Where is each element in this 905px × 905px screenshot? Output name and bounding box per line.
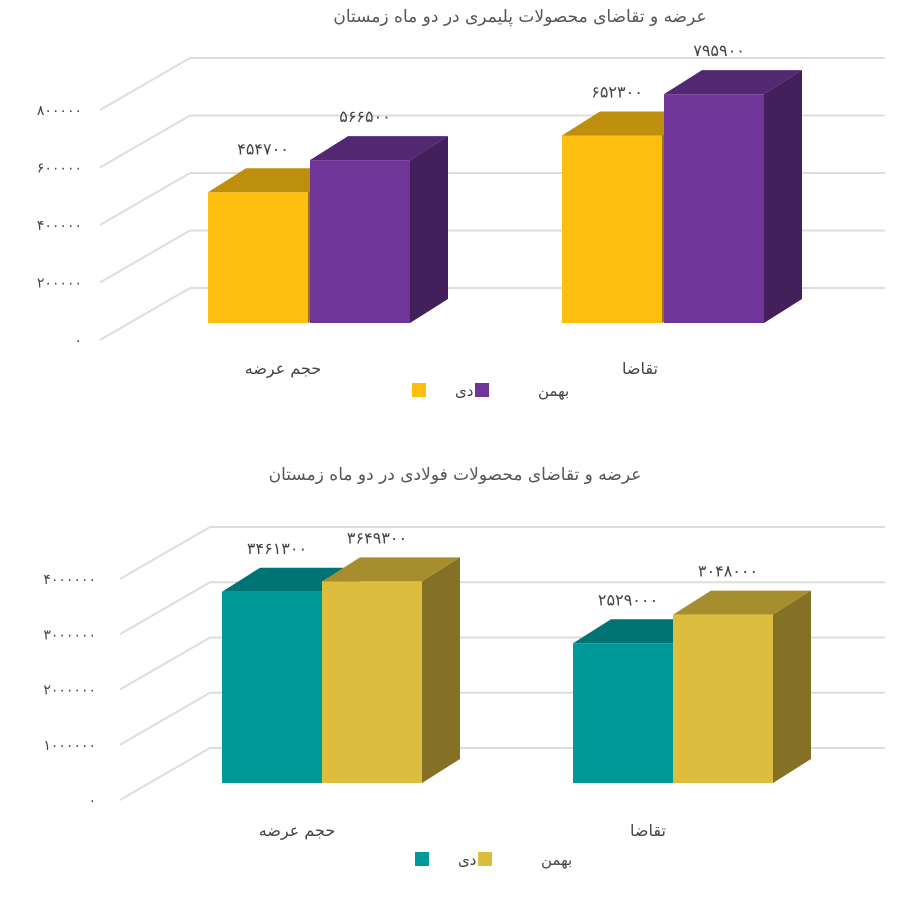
chart-title: عرضه و تقاضای محصولات پلیمری در دو ماه ز… bbox=[333, 7, 706, 27]
legend-swatch bbox=[415, 852, 429, 866]
legend-swatch bbox=[412, 383, 426, 397]
bar-side bbox=[422, 557, 460, 783]
gridline-side bbox=[99, 57, 191, 111]
bar-بهمن-حجم عرضه bbox=[310, 160, 410, 323]
gridline-side bbox=[119, 581, 211, 636]
y-tick-label: ۸۰۰۰۰۰ bbox=[37, 103, 82, 119]
bar-دی-تقاضا bbox=[562, 135, 662, 323]
bar-بهمن-تقاضا bbox=[664, 94, 764, 324]
gridline-side bbox=[99, 287, 191, 341]
gridline-side bbox=[119, 747, 211, 801]
legend-swatch bbox=[478, 852, 492, 866]
gridline-side bbox=[119, 526, 211, 580]
bar-side bbox=[410, 136, 448, 323]
bar-بهمن-تقاضا bbox=[673, 614, 773, 783]
data-label: ۶۵۲۳۰۰ bbox=[591, 82, 643, 101]
legend-swatch bbox=[475, 383, 489, 397]
legend-label: بهمن bbox=[538, 382, 569, 400]
category-label: تقاضا bbox=[622, 359, 658, 378]
gridline-side bbox=[99, 172, 191, 226]
data-label: ۲۵۲۹۰۰۰ bbox=[598, 590, 658, 609]
y-tick-label: ۶۰۰۰۰۰ bbox=[37, 161, 82, 177]
y-tick-label: ۲۰۰۰۰۰ bbox=[37, 276, 82, 292]
bar-side bbox=[773, 590, 811, 783]
chart-title: عرضه و تقاضای محصولات فولادی در دو ماه ز… bbox=[269, 465, 642, 485]
gridline-side bbox=[99, 114, 191, 169]
gridline-side bbox=[99, 229, 191, 284]
bar-دی-حجم عرضه bbox=[222, 591, 322, 783]
bar-top bbox=[322, 557, 460, 582]
bar-بهمن-حجم عرضه bbox=[322, 581, 422, 783]
legend-label: دی bbox=[455, 382, 473, 400]
category-label: حجم عرضه bbox=[245, 359, 322, 379]
category-label: حجم عرضه bbox=[259, 821, 336, 841]
gridline-side bbox=[119, 691, 211, 746]
gridline-side bbox=[119, 636, 211, 691]
data-label: ۳۶۴۹۳۰۰ bbox=[347, 528, 407, 547]
y-tick-label: ۳۰۰۰۰۰۰ bbox=[43, 627, 96, 643]
data-label: ۳۰۴۸۰۰۰ bbox=[698, 562, 758, 581]
bar-دی-تقاضا bbox=[573, 643, 673, 783]
legend-label: بهمن bbox=[541, 851, 572, 869]
bar-top bbox=[310, 136, 448, 161]
bar-top bbox=[664, 70, 802, 95]
data-label: ۵۶۶۵۰۰ bbox=[339, 107, 391, 126]
bar-side bbox=[764, 70, 802, 324]
y-tick-label: ۰ bbox=[74, 333, 82, 349]
y-tick-label: ۴۰۰۰۰۰ bbox=[37, 218, 82, 234]
y-tick-label: ۱۰۰۰۰۰۰ bbox=[43, 738, 96, 754]
chart-2: عرضه و تقاضای محصولات فولادی در دو ماه ز… bbox=[43, 465, 885, 869]
y-tick-label: ۴۰۰۰۰۰۰ bbox=[43, 572, 96, 588]
y-tick-label: ۰ bbox=[88, 793, 96, 809]
chart-1: عرضه و تقاضای محصولات پلیمری در دو ماه ز… bbox=[37, 7, 885, 400]
y-tick-label: ۲۰۰۰۰۰۰ bbox=[43, 683, 96, 699]
data-label: ۴۵۴۷۰۰ bbox=[237, 139, 289, 158]
legend-label: دی bbox=[458, 851, 476, 869]
data-label: ۳۴۶۱۳۰۰ bbox=[247, 539, 307, 558]
bar-top bbox=[673, 590, 811, 615]
category-label: تقاضا bbox=[630, 821, 666, 840]
data-label: ۷۹۵۹۰۰ bbox=[693, 41, 745, 60]
bar-دی-حجم عرضه bbox=[208, 192, 308, 323]
